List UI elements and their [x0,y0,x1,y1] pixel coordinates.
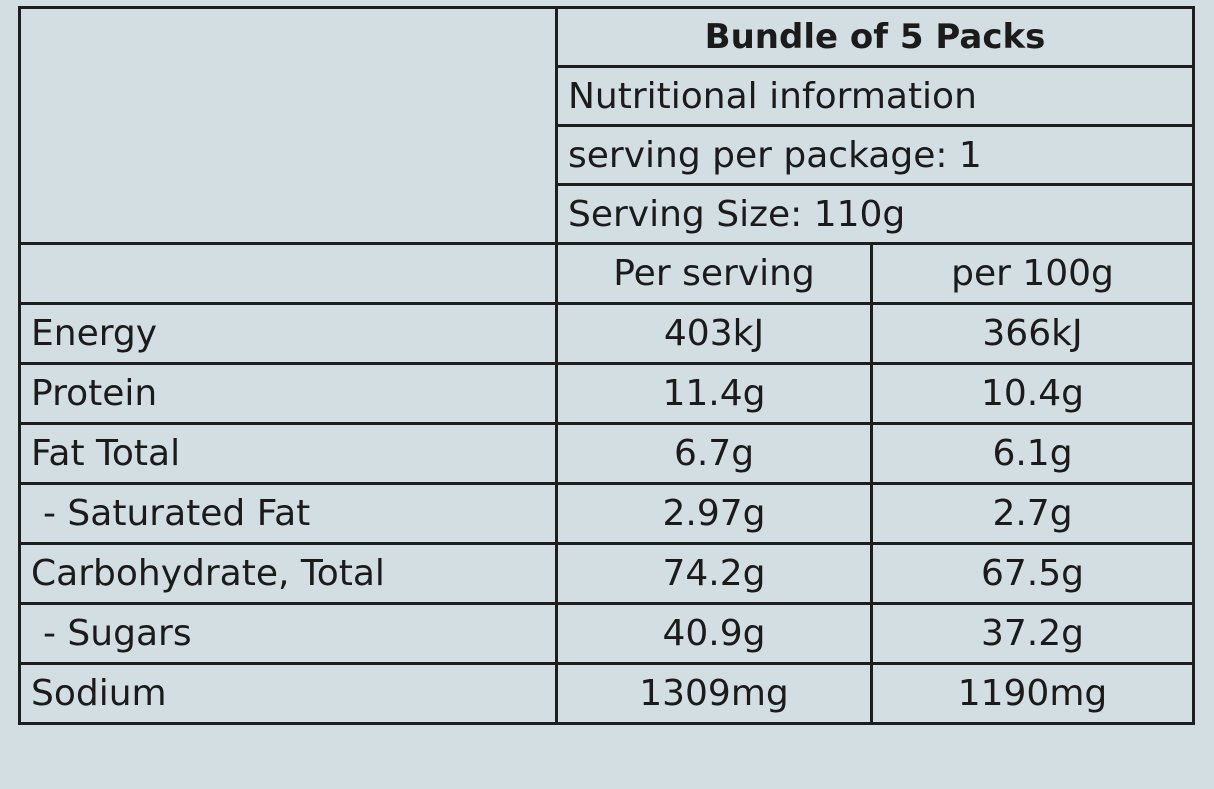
blank-cell [18,242,558,305]
nutrient-row: - Sugars 40.9g 37.2g [18,602,1195,665]
per-serving-value: 403kJ [555,302,873,365]
bundle-title: Bundle of 5 Packs [555,6,1195,68]
per-serving-value: 2.97g [555,482,873,545]
per-serving-value: 6.7g [555,422,873,485]
info-heading: Nutritional information [555,65,1195,127]
nutrient-name: Sodium [18,662,558,725]
nutrient-name: Carbohydrate, Total [18,542,558,605]
nutrient-name: - Sugars [18,602,558,665]
table-body: Bundle of 5 Packs Nutritional informatio… [18,6,1195,725]
per-100g-value: 1190mg [870,662,1195,725]
nutrient-row: Protein 11.4g 10.4g [18,362,1195,425]
nutrient-name: Protein [18,362,558,425]
per-serving-value: 11.4g [555,362,873,425]
servings-per-package: serving per package: 1 [555,124,1195,186]
per-serving-value: 74.2g [555,542,873,605]
header-row: serving per package: 1 [20,124,1195,186]
per-100g-value: 6.1g [870,422,1195,485]
per-100g-value: 10.4g [870,362,1195,425]
header-row: Serving Size: 110g [20,183,1195,245]
nutrient-row: Fat Total 6.7g 6.1g [18,422,1195,485]
per-100g-value: 2.7g [870,482,1195,545]
per-100g-value: 67.5g [870,542,1195,605]
column-header-row: Per serving per 100g [18,242,1195,305]
per-100g-value: 366kJ [870,302,1195,365]
nutrient-row: Carbohydrate, Total 74.2g 67.5g [18,542,1195,605]
blank-cell [18,6,558,245]
header-row: Bundle of 5 Packs [18,6,1195,245]
nutrient-name: - Saturated Fat [18,482,558,545]
per-100g-value: 37.2g [870,602,1195,665]
column-header: per 100g [870,242,1195,305]
header-row: Nutritional information [20,65,1195,127]
serving-size: Serving Size: 110g [555,183,1195,245]
nutrient-name: Fat Total [18,422,558,485]
nutrient-name: Energy [18,302,558,365]
nutrient-row: Sodium 1309mg 1190mg [18,662,1195,725]
nutrient-row: - Saturated Fat 2.97g 2.7g [18,482,1195,545]
per-serving-value: 1309mg [555,662,873,725]
nutrition-table: Bundle of 5 Packs Nutritional informatio… [18,6,1195,725]
column-header: Per serving [555,242,873,305]
per-serving-value: 40.9g [555,602,873,665]
nutrient-row: Energy 403kJ 366kJ [18,302,1195,365]
